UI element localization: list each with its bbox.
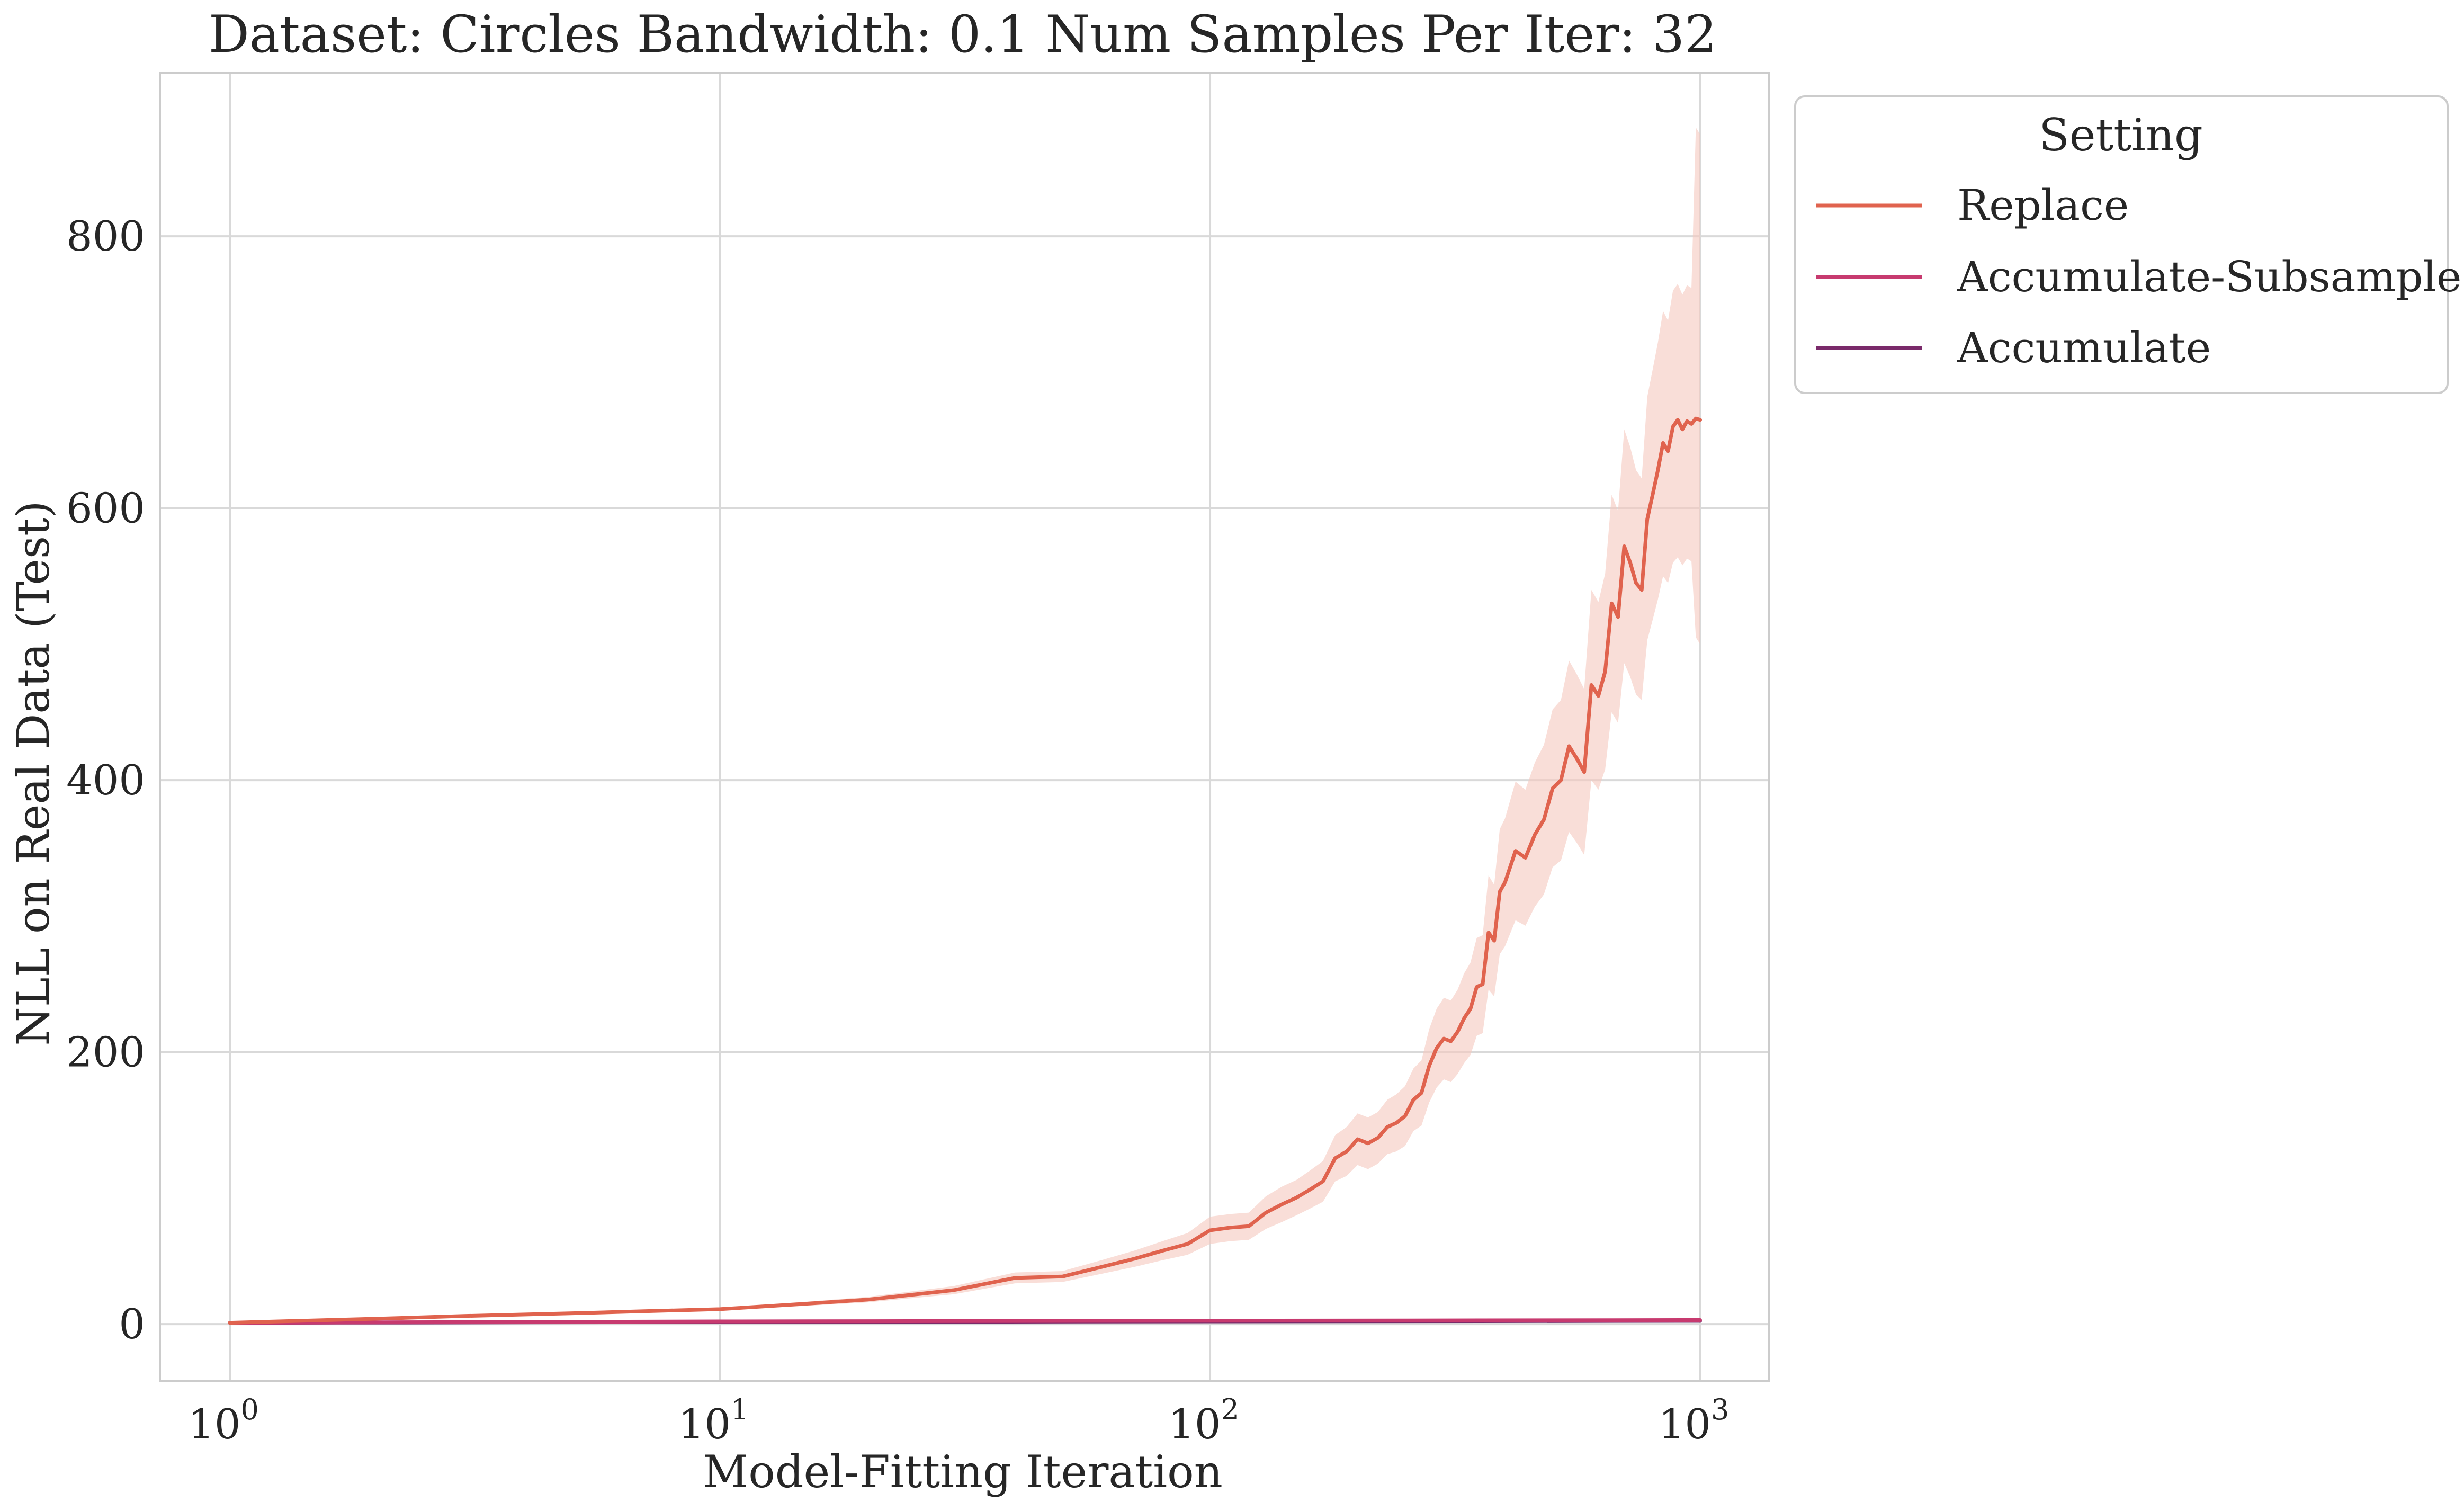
series-line-accumulate-subsample bbox=[228, 1318, 1702, 1325]
y-tick-label: 200 bbox=[66, 1029, 145, 1077]
x-tick-label: 103 bbox=[1659, 1393, 1730, 1449]
legend-title: Setting bbox=[2039, 109, 2203, 161]
chart-title: Dataset: Circles Bandwidth: 0.1 Num Samp… bbox=[209, 5, 1717, 64]
x-tick-label: 102 bbox=[1168, 1393, 1239, 1449]
plot-frame bbox=[159, 72, 1770, 1382]
y-tick-label: 800 bbox=[66, 213, 145, 261]
x-tick-label: 101 bbox=[678, 1393, 749, 1449]
legend-label-accumulate-subsample: Accumulate-Subsample bbox=[1957, 252, 2461, 301]
y-tick-label: 600 bbox=[66, 485, 145, 533]
legend-label-accumulate: Accumulate bbox=[1957, 323, 2211, 372]
legend-label-replace: Replace bbox=[1957, 181, 2129, 230]
x-tick-label: 100 bbox=[188, 1393, 259, 1449]
y-tick-label: 400 bbox=[66, 757, 145, 804]
legend-box bbox=[1794, 95, 2449, 394]
plot-area: 100 101 102 103 0 200 400 600 800 bbox=[66, 72, 1770, 1449]
legend: Setting Replace Accumulate-Subsample Acc… bbox=[1794, 95, 2461, 394]
series-line-replace bbox=[228, 416, 1702, 1325]
y-tick-label: 0 bbox=[119, 1301, 145, 1348]
y-axis-label: NLL on Real Data (Test) bbox=[7, 500, 59, 1045]
x-axis-label: Model-Fitting Iteration bbox=[703, 1446, 1223, 1498]
